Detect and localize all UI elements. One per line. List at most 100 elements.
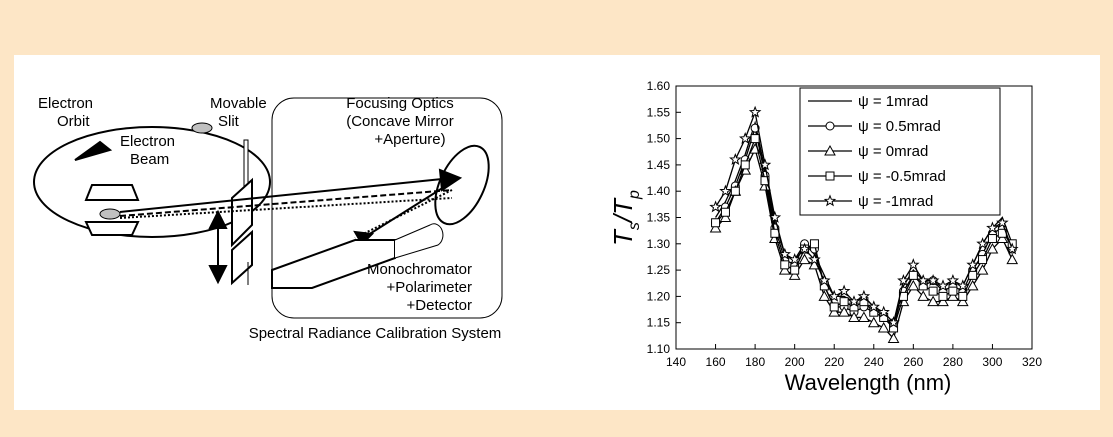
arrow-up xyxy=(208,209,228,229)
marker xyxy=(768,210,782,223)
marker xyxy=(917,290,930,301)
marker xyxy=(837,284,851,297)
beam-2 xyxy=(119,189,453,217)
marker xyxy=(948,286,958,296)
legend-label: ψ = -1mrad xyxy=(858,193,933,210)
marker xyxy=(986,243,999,254)
marker xyxy=(927,295,939,307)
marker xyxy=(709,221,722,233)
marker xyxy=(897,273,910,286)
marker xyxy=(946,273,960,286)
marker xyxy=(770,228,780,238)
marker xyxy=(809,239,819,249)
marker xyxy=(928,286,938,296)
y-tick-label: 1.25 xyxy=(647,263,671,277)
marker xyxy=(798,242,811,255)
marker xyxy=(738,131,752,144)
y-tick-label: 1.50 xyxy=(647,132,671,146)
y-tick-label: 1.55 xyxy=(647,105,671,119)
y-title-part: s xyxy=(626,222,643,230)
marker xyxy=(758,158,772,171)
legend-label: ψ = -0.5mrad xyxy=(858,168,946,185)
chart: Wavelength (nm) Ts/Tp 140 160 180 200 220 240… xyxy=(608,79,1042,395)
arrow-down xyxy=(208,265,228,285)
beam-dot xyxy=(191,122,213,134)
slit-plate-bottom xyxy=(231,229,253,286)
marker xyxy=(839,297,849,307)
label: Slit xyxy=(218,113,240,130)
diagram xyxy=(33,97,503,319)
marker xyxy=(711,218,721,228)
magnet-top xyxy=(84,184,140,201)
marker xyxy=(838,306,850,317)
x-tick-label: 320 xyxy=(1022,355,1042,369)
y-tick-label: 1.40 xyxy=(647,184,671,198)
marker xyxy=(750,134,760,144)
x-tick-label: 240 xyxy=(864,355,884,369)
marker xyxy=(938,291,948,301)
beam-return xyxy=(359,181,453,241)
y-tick-label: 1.30 xyxy=(647,237,671,251)
y-tick-label: 1.20 xyxy=(647,289,671,303)
label: Beam xyxy=(130,151,169,168)
marker xyxy=(825,121,835,131)
marker xyxy=(827,289,841,302)
marker xyxy=(926,273,940,286)
marker xyxy=(947,290,959,301)
marker xyxy=(908,270,918,280)
marker xyxy=(720,207,730,217)
legend-label: ψ = 0mrad xyxy=(858,143,928,160)
marker xyxy=(798,253,811,265)
marker xyxy=(907,258,920,271)
marker xyxy=(825,171,835,181)
y-axis-title: Ts/Tp xyxy=(608,190,643,246)
marker xyxy=(824,144,836,156)
y-title-part: /T xyxy=(608,197,638,224)
x-tick-label: 180 xyxy=(745,355,765,369)
y-tick-label: 1.15 xyxy=(647,316,671,330)
x-tick-label: 220 xyxy=(824,355,844,369)
marker xyxy=(719,211,732,222)
label: Spectral Radiance Calibration System xyxy=(249,325,502,342)
marker xyxy=(818,273,831,286)
marker xyxy=(956,279,970,292)
marker xyxy=(916,273,930,286)
marker xyxy=(808,252,821,265)
marker xyxy=(790,265,800,275)
marker xyxy=(966,258,979,271)
marker xyxy=(778,247,792,260)
marker xyxy=(828,306,841,317)
marker xyxy=(709,200,722,213)
y-tick-label: 1.35 xyxy=(647,211,671,225)
marker xyxy=(867,300,881,313)
magnet-bottom xyxy=(84,221,140,236)
marker xyxy=(788,269,801,280)
marker xyxy=(847,295,861,308)
marker xyxy=(986,221,999,234)
marker xyxy=(759,179,771,191)
marker xyxy=(987,234,997,244)
detector-tube xyxy=(394,223,444,259)
marker xyxy=(966,279,979,291)
marker xyxy=(937,295,949,307)
x-tick-label: 160 xyxy=(706,355,726,369)
marker xyxy=(778,264,791,275)
marker xyxy=(936,279,950,292)
marker xyxy=(867,316,880,328)
marker xyxy=(968,270,978,280)
label: Electron xyxy=(120,133,175,150)
label: (Concave Mirror xyxy=(346,113,454,130)
label: Focusing Optics xyxy=(346,95,454,112)
slit-rod xyxy=(243,139,249,191)
marker xyxy=(730,186,740,196)
marker xyxy=(976,264,989,275)
marker xyxy=(996,216,1009,229)
marker xyxy=(956,295,969,307)
marker xyxy=(780,260,790,270)
y-title-part: T xyxy=(608,228,638,246)
marker xyxy=(907,279,920,291)
x-axis-title: Wavelength (nm) xyxy=(785,370,952,395)
marker xyxy=(788,252,801,265)
marker xyxy=(877,321,890,333)
